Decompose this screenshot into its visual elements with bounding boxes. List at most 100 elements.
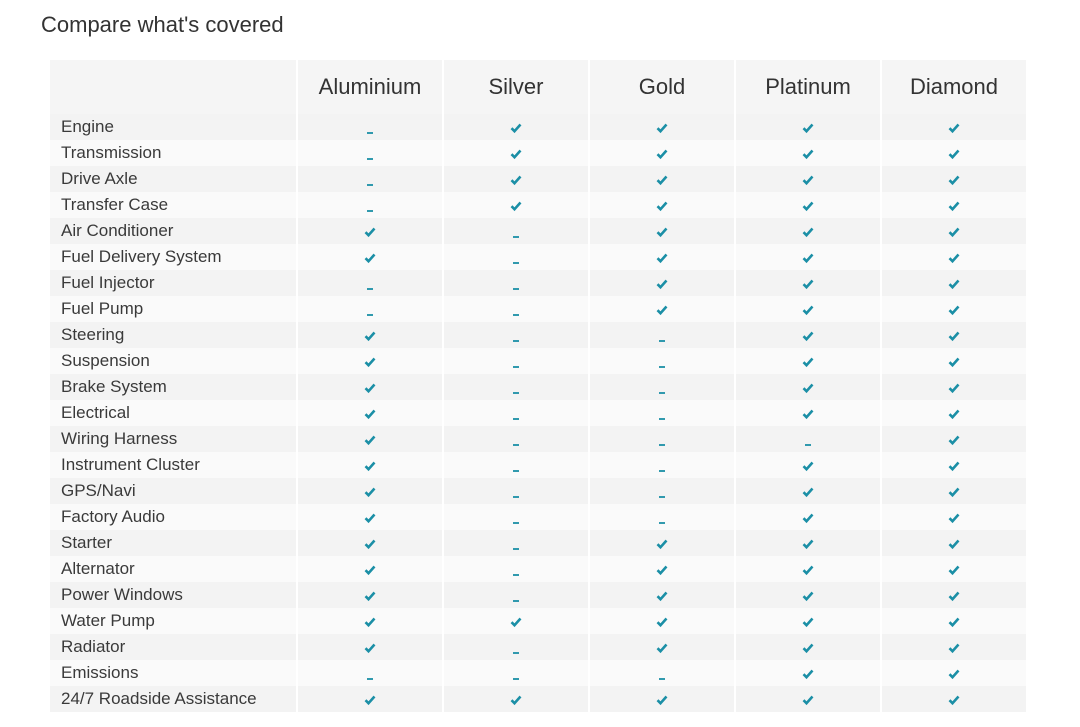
check-path <box>364 409 376 419</box>
coverage-cell <box>736 140 880 166</box>
check-path <box>802 279 814 289</box>
table-row: Steering <box>50 322 1026 348</box>
row-label: Drive Axle <box>50 166 296 192</box>
coverage-cell <box>444 504 588 530</box>
coverage-cell <box>590 244 734 270</box>
check-icon <box>656 305 668 315</box>
check-path <box>948 513 960 523</box>
row-label: Transmission <box>50 140 296 166</box>
check-icon <box>364 565 376 575</box>
coverage-cell <box>590 660 734 686</box>
coverage-cell <box>590 426 734 452</box>
coverage-cell <box>882 192 1026 218</box>
coverage-cell <box>590 348 734 374</box>
check-path <box>802 695 814 705</box>
check-icon <box>802 279 814 289</box>
coverage-cell <box>298 426 442 452</box>
row-label: Instrument Cluster <box>50 452 296 478</box>
coverage-cell <box>444 244 588 270</box>
dash-icon <box>513 573 519 576</box>
check-path <box>656 201 668 211</box>
coverage-cell <box>298 140 442 166</box>
check-icon <box>656 175 668 185</box>
check-path <box>656 227 668 237</box>
coverage-cell <box>590 582 734 608</box>
coverage-cell <box>444 556 588 582</box>
coverage-cell <box>298 322 442 348</box>
check-path <box>948 461 960 471</box>
check-icon <box>802 149 814 159</box>
table-row: Radiator <box>50 634 1026 660</box>
check-icon <box>364 383 376 393</box>
coverage-cell <box>882 530 1026 556</box>
dash-icon <box>513 261 519 264</box>
dash-icon <box>513 599 519 602</box>
check-icon <box>364 487 376 497</box>
check-icon <box>948 695 960 705</box>
coverage-cell <box>444 478 588 504</box>
check-path <box>948 201 960 211</box>
coverage-cell <box>444 270 588 296</box>
coverage-cell <box>736 322 880 348</box>
dash-icon <box>513 287 519 290</box>
check-path <box>364 435 376 445</box>
check-path <box>656 643 668 653</box>
row-label: Radiator <box>50 634 296 660</box>
check-path <box>802 643 814 653</box>
table-row: Transmission <box>50 140 1026 166</box>
check-path <box>364 617 376 627</box>
check-path <box>802 513 814 523</box>
table-row: Fuel Pump <box>50 296 1026 322</box>
check-icon <box>802 383 814 393</box>
check-path <box>948 227 960 237</box>
row-label: Air Conditioner <box>50 218 296 244</box>
check-icon <box>510 123 522 133</box>
dash-icon <box>513 521 519 524</box>
check-icon <box>656 617 668 627</box>
coverage-cell <box>444 426 588 452</box>
check-icon <box>948 357 960 367</box>
dash-icon <box>659 495 665 498</box>
check-icon <box>802 461 814 471</box>
coverage-cell <box>590 270 734 296</box>
check-icon <box>802 227 814 237</box>
check-path <box>802 357 814 367</box>
check-icon <box>802 123 814 133</box>
column-header: Aluminium <box>298 60 442 114</box>
check-icon <box>510 201 522 211</box>
check-path <box>948 279 960 289</box>
check-path <box>364 227 376 237</box>
coverage-cell <box>736 660 880 686</box>
check-path <box>656 123 668 133</box>
check-path <box>948 617 960 627</box>
check-path <box>656 279 668 289</box>
dash-icon <box>367 131 373 134</box>
coverage-cell <box>444 686 588 712</box>
coverage-cell <box>298 530 442 556</box>
coverage-cell <box>736 400 880 426</box>
check-icon <box>802 175 814 185</box>
check-path <box>364 695 376 705</box>
check-icon <box>364 617 376 627</box>
check-path <box>948 695 960 705</box>
coverage-cell <box>298 452 442 478</box>
coverage-cell <box>882 478 1026 504</box>
dash-icon <box>805 443 811 446</box>
dash-icon <box>513 339 519 342</box>
check-path <box>656 695 668 705</box>
check-path <box>656 539 668 549</box>
check-path <box>802 591 814 601</box>
check-icon <box>948 565 960 575</box>
coverage-cell <box>882 140 1026 166</box>
check-path <box>948 175 960 185</box>
check-icon <box>802 643 814 653</box>
row-label: Starter <box>50 530 296 556</box>
coverage-cell <box>298 192 442 218</box>
coverage-cell <box>590 374 734 400</box>
check-icon <box>656 591 668 601</box>
check-path <box>802 409 814 419</box>
coverage-cell <box>736 296 880 322</box>
coverage-cell <box>736 686 880 712</box>
coverage-cell <box>736 608 880 634</box>
